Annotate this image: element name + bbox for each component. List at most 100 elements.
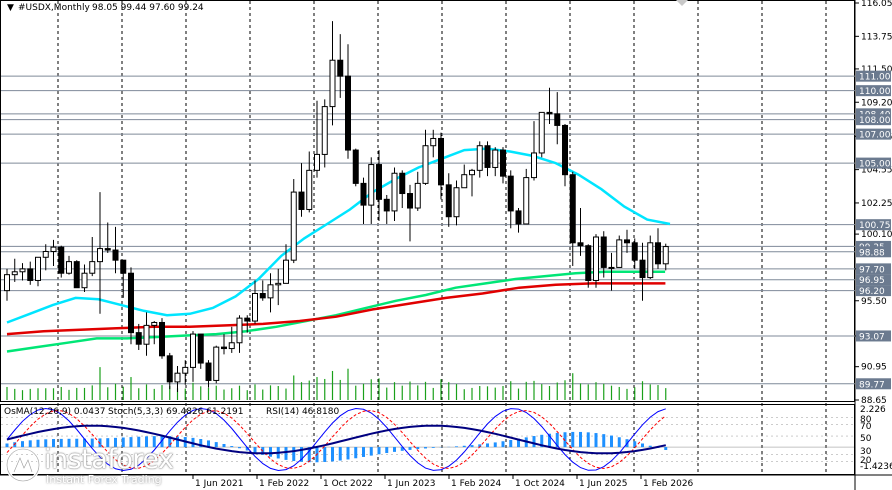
candle-body (267, 284, 274, 299)
stoch-label: Stoch(5,3,3) 69.4826 61.2191 (108, 407, 243, 417)
candle-body (407, 193, 413, 209)
level-label-box (856, 157, 891, 169)
candle-body (252, 293, 258, 322)
candle-body (35, 256, 41, 281)
candle-body (151, 321, 158, 326)
candle-body (515, 210, 522, 225)
candle-body (244, 317, 251, 322)
instaforex-logo-icon (5, 447, 41, 483)
indicator-tick-label: 50 (860, 434, 872, 444)
candle-body (546, 111, 553, 115)
candle-body (50, 246, 57, 252)
candle-body (585, 245, 592, 281)
candle-body (600, 236, 607, 268)
stoch-signal-line (6, 410, 667, 470)
time-axis-label: 1 Jun 2023 (387, 479, 435, 489)
candle-body (166, 355, 173, 383)
candle-body (507, 175, 514, 212)
candle-body (531, 152, 537, 179)
price-tick-label: 104.55 (861, 166, 892, 176)
indicator-tick-label: 80 (860, 415, 872, 425)
candle-body (159, 321, 165, 357)
ma-mid-line (6, 270, 666, 353)
candle-body (593, 236, 599, 281)
candle-body (283, 259, 289, 284)
level-label-text: 96.95 (859, 276, 885, 286)
time-axis-label: 1 Feb 2026 (643, 479, 694, 489)
time-axis-label: 1 Feb 2022 (259, 479, 309, 489)
level-label-text: 111.00 (859, 73, 891, 83)
level-label-text: 98.88 (859, 248, 885, 258)
level-label-text: 100.75 (859, 221, 891, 231)
level-label-box (856, 70, 891, 82)
candle-body (182, 366, 189, 374)
candle-body (523, 177, 530, 225)
candle-body (624, 239, 630, 244)
candle-body (321, 106, 328, 155)
stoch-main-line (6, 407, 666, 472)
candle-body (135, 332, 142, 345)
price-tick-label: 111.50 (861, 65, 892, 75)
candle-body (221, 346, 227, 350)
candle-body (616, 239, 623, 268)
level-label-box (856, 285, 891, 297)
candle-body (128, 272, 134, 334)
time-axis-labels: 1 Jun 2021 1 Feb 2022 1 Oct 2022 1 Jun 2023… (192, 475, 694, 489)
main-chart-frame (0, 0, 855, 402)
candle-body (143, 324, 150, 345)
time-axis-label: 1 Jun 2025 (579, 479, 627, 489)
time-axis-label: 1 Oct 2024 (515, 479, 565, 489)
level-label-box (856, 128, 891, 140)
indicator-tick-label: -1.4236 (860, 462, 892, 472)
level-label-box (856, 330, 891, 342)
indicator-tick-label: 2.226 (860, 405, 886, 415)
candle-body (337, 59, 344, 77)
candle-body (484, 145, 491, 168)
candle-body (399, 172, 406, 195)
watermark-brand: instaforex (44, 444, 174, 475)
level-label-box (856, 263, 891, 275)
price-tick-label: 113.75 (861, 32, 892, 42)
candle-body (655, 242, 661, 265)
candle-body (476, 145, 483, 171)
rsi-line (6, 424, 667, 455)
level-label-box (856, 114, 891, 126)
level-label-box (856, 246, 891, 258)
candle-body (662, 246, 669, 265)
level-labels: 111.00110.00108.40108.00107.00105.00100.… (856, 70, 891, 390)
candle-body (383, 198, 390, 212)
indicator-lines (1, 407, 854, 472)
candle-body (492, 149, 499, 168)
candle-body (73, 261, 80, 289)
osma-label: OsMA(12,26,9) 0.0437 (4, 407, 105, 417)
candle-body (298, 191, 305, 210)
candle-body (569, 174, 576, 244)
price-tick-label: 102.25 (861, 199, 892, 209)
price-tick-label: 100.10 (861, 230, 892, 240)
scroll-marker-icon[interactable] (676, 0, 688, 6)
level-label-text: 107.00 (859, 131, 891, 141)
price-tick-label: 109.20 (861, 98, 892, 108)
level-label-box (856, 219, 891, 231)
candle-body (500, 149, 506, 177)
candle-body (538, 111, 545, 154)
price-tick-label: 95.50 (861, 297, 887, 307)
candle-body (376, 164, 382, 200)
price-tick-label: 116.05 (861, 0, 892, 9)
candle-body (453, 187, 460, 218)
candle-body (42, 250, 49, 258)
price-tick-label: 90.95 (861, 363, 887, 373)
candle-body (577, 242, 584, 247)
candle-body (275, 282, 282, 286)
candle-body (562, 124, 568, 176)
symbol-triangle-icon: ▼ (7, 3, 14, 13)
indicator-tick-label: 70 (860, 422, 872, 432)
candle-body (120, 259, 127, 274)
candle-body (554, 113, 561, 126)
level-label-text: 97.70 (859, 265, 885, 275)
indicator-tick-label: 20 (860, 456, 872, 466)
candle-body (104, 248, 111, 251)
candle-body (197, 333, 204, 364)
